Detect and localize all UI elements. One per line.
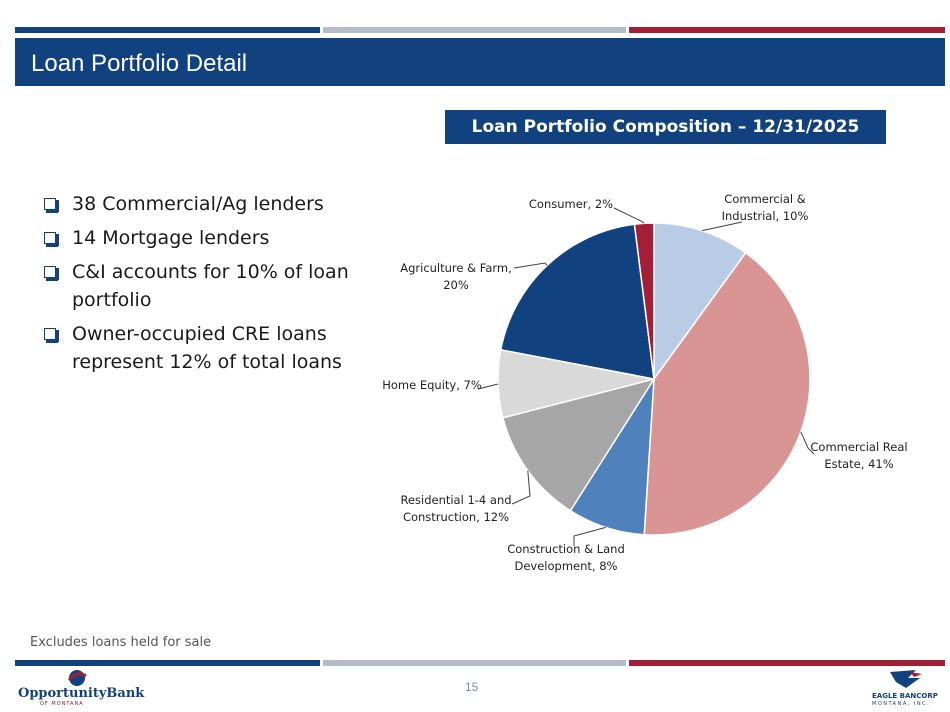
bullet-text: 14 Mortgage lenders [72,227,270,249]
top-stripe-blue [15,27,320,33]
slice-label: Consumer, 2% [529,197,613,211]
pie-slice-commercial-real-estate [643,251,811,536]
eagle-flag-icon [890,670,922,688]
bullet-item: C&I accounts for 10% of loan portfolio [40,258,360,314]
top-stripe-gray [323,27,626,33]
checkbox-bullet-icon [44,232,59,247]
logo-left-name: OpportunityBank [18,686,145,701]
checkbox-bullet-icon [44,266,59,281]
slice-label: Commercial & Industrial, 10% [722,192,809,223]
bullet-item: Owner-occupied CRE loans represent 12% o… [40,320,360,376]
page-number: 15 [465,680,479,694]
leader-line [513,262,548,269]
footnote: Excludes loans held for sale [30,635,212,650]
checkbox-bullet-icon [44,198,59,213]
eagle-bancorp-logo: EAGLE BANCORP MONTANA, INC. [868,668,938,708]
slice-label: Construction & Land Development, 8% [507,542,625,573]
bottom-stripe-red [629,660,945,666]
slice-label: Home Equity, 7% [382,378,482,392]
leader-line [511,470,531,505]
leader-line [800,431,815,455]
leader-line [702,221,743,232]
bullet-text: C&I accounts for 10% of loan portfolio [72,261,349,311]
bullet-item: 38 Commercial/Ag lenders [40,190,360,218]
checkbox-bullet-icon [44,328,59,343]
logo-right-sub: MONTANA, INC. [872,701,931,707]
bottom-stripe-gray [323,660,626,666]
slice-label: Residential 1-4 and Construction, 12% [400,493,511,524]
slice-label: Commercial Real Estate, 41% [810,440,907,471]
bank-swoosh-icon [67,670,87,686]
bullet-list: 38 Commercial/Ag lenders 14 Mortgage len… [40,190,360,382]
leader-line [613,207,645,224]
leader-line [477,383,499,390]
leader-line [573,526,606,546]
logo-right-name: EAGLE BANCORP [872,692,938,700]
chart-title: Loan Portfolio Composition – 12/31/2025 [445,110,886,144]
bullet-text: 38 Commercial/Ag lenders [72,193,324,215]
bottom-stripe-blue [15,660,320,666]
page-title: Loan Portfolio Detail [31,50,248,77]
bullet-item: 14 Mortgage lenders [40,224,360,252]
logo-left-sub: OF MONTANA [40,701,84,707]
slice-label: Agriculture & Farm, 20% [400,261,512,292]
opportunity-bank-logo: OpportunityBank OF MONTANA [18,668,144,708]
title-bar: Loan Portfolio Detail [15,38,945,86]
top-stripe-red [629,27,945,33]
bullet-text: Owner-occupied CRE loans represent 12% o… [72,323,342,373]
pie-slice-agriculture-farm [499,223,655,380]
